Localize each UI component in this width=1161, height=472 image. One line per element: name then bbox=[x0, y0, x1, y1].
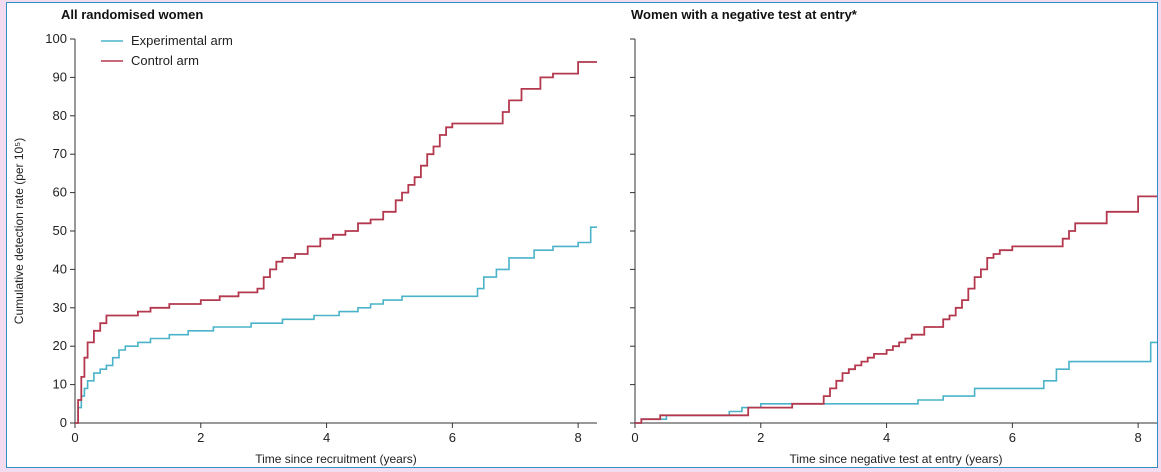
x-tick-label-2-8: 8 bbox=[1135, 430, 1142, 445]
x-tick-label-2-2: 2 bbox=[757, 430, 764, 445]
series-control-2 bbox=[635, 195, 1157, 424]
x-axis-label-2: Time since negative test at entry (years… bbox=[790, 452, 1003, 466]
panel-title-1: All randomised women bbox=[61, 7, 203, 22]
y-tick-label-40: 40 bbox=[53, 261, 67, 276]
x-axis-label-1: Time since recruitment (years) bbox=[255, 452, 417, 466]
y-tick-label-70: 70 bbox=[53, 146, 67, 161]
legend-label-control: Control arm bbox=[131, 53, 199, 68]
legend-label-experimental: Experimental arm bbox=[131, 33, 233, 48]
y-tick-label-80: 80 bbox=[53, 108, 67, 123]
x-tick-label-1-4: 4 bbox=[323, 430, 330, 445]
y-tick-label-60: 60 bbox=[53, 185, 67, 200]
x-tick-label-2-0: 0 bbox=[631, 430, 638, 445]
y-tick-label-0: 0 bbox=[60, 415, 67, 430]
y-tick-label-10: 10 bbox=[53, 377, 67, 392]
y-tick-label-50: 50 bbox=[53, 223, 67, 238]
x-tick-label-2-6: 6 bbox=[1009, 430, 1016, 445]
y-tick-label-90: 90 bbox=[53, 69, 67, 84]
y-tick-label-30: 30 bbox=[53, 300, 67, 315]
series-experimental-2 bbox=[635, 341, 1157, 424]
x-tick-label-1-0: 0 bbox=[71, 430, 78, 445]
survival-chart: All randomised women01020304050607080901… bbox=[12, 7, 1157, 466]
figure-frame: All randomised women 0 10 20 30 40 50 60 70 80 90 1… bbox=[6, 2, 1158, 468]
series-experimental-1 bbox=[75, 226, 597, 424]
series-control-1 bbox=[75, 61, 597, 424]
x-tick-label-2-4: 4 bbox=[883, 430, 890, 445]
x-tick-label-1-8: 8 bbox=[575, 430, 582, 445]
x-tick-label-1-6: 6 bbox=[449, 430, 456, 445]
panel-title-2: Women with a negative test at entry* bbox=[631, 7, 858, 22]
y-axis-label: Cumulative detection rate (per 10⁵) bbox=[12, 138, 26, 324]
x-tick-label-1-2: 2 bbox=[197, 430, 204, 445]
y-tick-label-20: 20 bbox=[53, 338, 67, 353]
y-tick-label-100: 100 bbox=[45, 31, 67, 46]
